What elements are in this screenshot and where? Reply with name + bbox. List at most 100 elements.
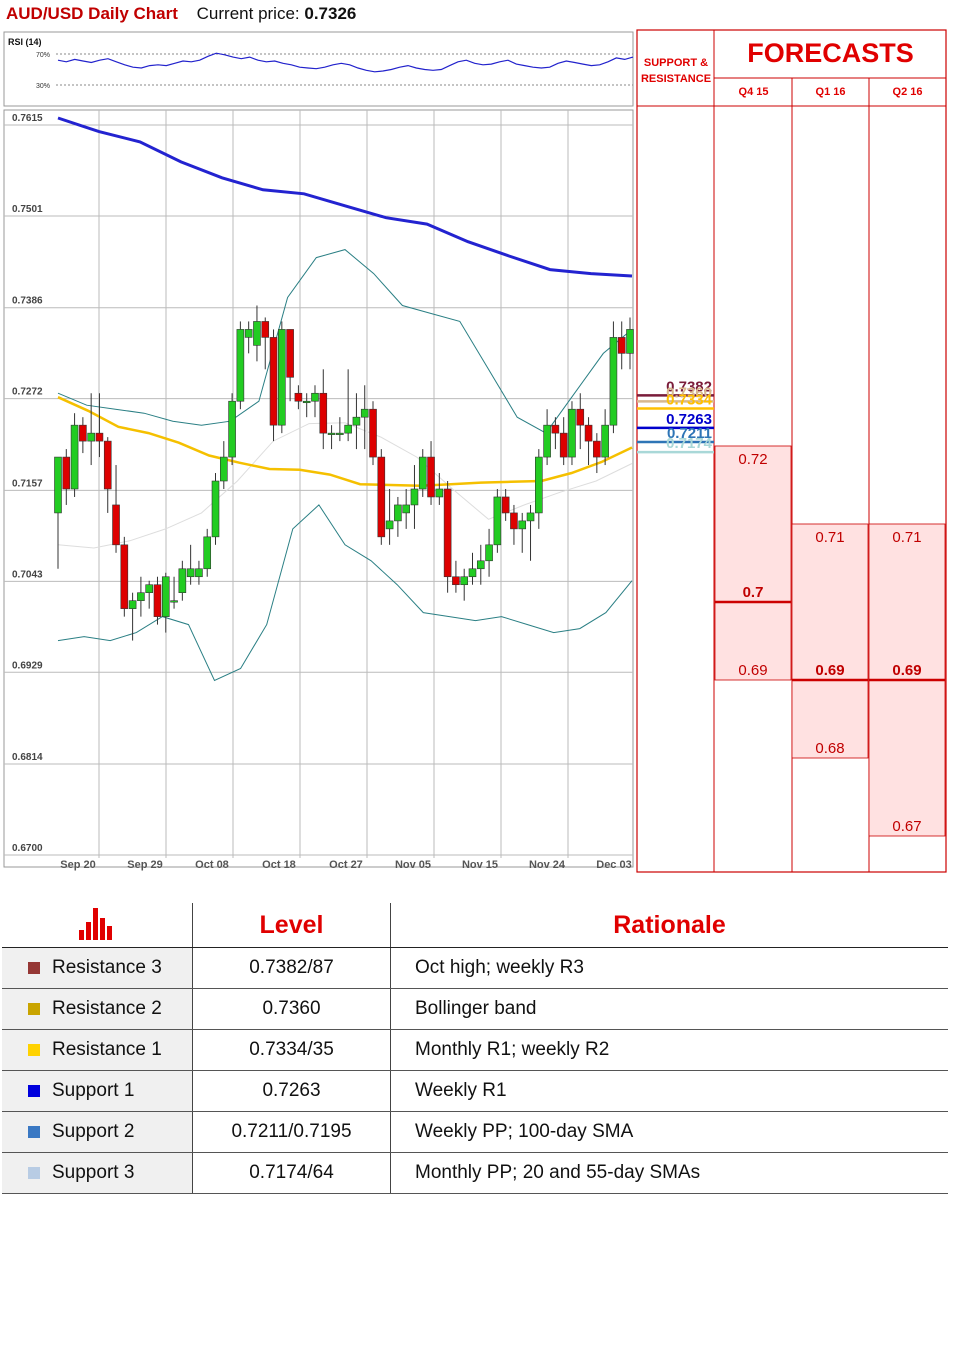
row-level: 0.7174/64 <box>192 1152 391 1194</box>
row-rationale: Weekly R1 <box>390 1070 948 1112</box>
forecast-low-value: 0.68 <box>815 740 844 757</box>
resistance-2-swatch <box>28 1002 40 1015</box>
row-rationale: Weekly PP; 100-day SMA <box>390 1111 948 1153</box>
quarter-header-q2-16: Q2 16 <box>892 86 923 98</box>
candle-body <box>244 329 253 338</box>
forecast-high-value: 0.72 <box>738 451 767 468</box>
candle-body <box>427 456 435 498</box>
candle-body <box>344 424 352 434</box>
candle-body <box>476 560 485 570</box>
candle-body <box>327 432 336 435</box>
sr-title-line-1: SUPPORT & <box>643 57 709 69</box>
price-value: 0.7326 <box>304 4 357 23</box>
candle-body <box>402 504 410 514</box>
y-tick-label: 0.6929 <box>12 660 43 671</box>
quarter-header-q4-15: Q4 15 <box>738 86 769 98</box>
candle-body <box>559 432 568 458</box>
y-tick-label: 0.7615 <box>12 113 43 124</box>
candle-body <box>62 456 71 490</box>
forecast-median-value: 0.69 <box>815 662 844 679</box>
candle-body <box>120 544 129 609</box>
candle-body <box>360 408 369 418</box>
bollinger-lower-line <box>57 504 633 682</box>
row-name: Resistance 1 <box>52 1039 162 1060</box>
candle-body <box>410 488 419 506</box>
sr-level-label: 0.7334 <box>666 391 713 408</box>
table-row: Support 2 0.7211/0.7195 Weekly PP; 100-d… <box>2 1111 948 1153</box>
x-tick-label: Dec 03 <box>596 859 631 871</box>
candle-body <box>128 600 137 609</box>
candle-body <box>54 456 62 514</box>
candle-body <box>435 488 444 498</box>
table-row: Resistance 3 0.7382/87 Oct high; weekly … <box>2 947 948 989</box>
candle-body <box>112 504 120 546</box>
candle-body <box>485 544 493 562</box>
x-tick-label: Nov 24 <box>529 859 566 871</box>
forecast-high-value: 0.71 <box>892 529 921 546</box>
row-name: Resistance 2 <box>52 998 162 1019</box>
chart-svg: RSI (14) 70% 30% 0.7615 0.7501 0.7386 0.7272 0.… <box>3 29 947 873</box>
row-rationale: Bollinger band <box>390 988 948 1030</box>
candle-body <box>452 576 460 586</box>
candle-body <box>228 400 236 458</box>
rsi-panel <box>3 31 634 107</box>
candle-body <box>626 329 634 354</box>
x-tick-label: Nov 15 <box>462 859 498 871</box>
sma200-line <box>57 116 633 278</box>
candle-body <box>510 512 518 530</box>
row-name: Resistance 3 <box>52 957 162 978</box>
candle-body <box>377 456 386 538</box>
candle-body <box>568 408 576 458</box>
support-3-swatch <box>28 1166 40 1179</box>
y-tick-label: 0.7501 <box>12 204 43 215</box>
support-1-swatch <box>28 1084 40 1097</box>
table-row: Resistance 1 0.7334/35 Monthly R1; weekl… <box>2 1029 948 1071</box>
level-column-header: Level <box>259 910 324 939</box>
candle-body <box>535 456 543 514</box>
candle-body <box>253 321 261 346</box>
row-level: 0.7334/35 <box>192 1029 391 1071</box>
rsi-30-label: 30% <box>36 83 50 90</box>
resistance-1-swatch <box>28 1043 40 1056</box>
row-level: 0.7382/87 <box>192 947 391 989</box>
candle-body <box>601 424 609 458</box>
forecasts-title: FORECASTS <box>747 38 914 68</box>
candle-body <box>161 576 170 617</box>
x-tick-label: Oct 08 <box>195 859 229 871</box>
candle-body <box>261 321 270 338</box>
candle-body <box>593 440 601 458</box>
y-tick-label: 0.6700 <box>12 843 43 854</box>
rationale-column-header: Rationale <box>613 910 726 939</box>
x-tick-label: Sep 20 <box>60 859 95 871</box>
candle-body <box>576 408 585 426</box>
candle-body <box>87 432 95 442</box>
y-tick-label: 0.6814 <box>12 752 43 763</box>
candle-body <box>137 592 145 601</box>
bar-chart-icon <box>2 903 193 948</box>
row-level: 0.7211/0.7195 <box>192 1111 391 1153</box>
candle-body <box>145 584 153 593</box>
candle-body <box>526 512 535 522</box>
levels-table-header: Level Rationale <box>2 903 948 948</box>
row-name: Support 1 <box>52 1080 135 1101</box>
candle-body <box>70 424 79 490</box>
support-2-swatch <box>28 1125 40 1138</box>
row-name: Support 3 <box>52 1162 135 1183</box>
candle-body <box>79 424 87 442</box>
sr-level-label: 0.7360 <box>666 384 712 401</box>
forecast-low-value: 0.67 <box>892 818 921 835</box>
forecast-range-box <box>791 523 869 759</box>
row-rationale: Monthly R1; weekly R2 <box>390 1029 948 1071</box>
candle-body <box>211 480 220 538</box>
candle-body <box>501 496 510 514</box>
candle-body <box>319 392 328 434</box>
y-tick-label: 0.7272 <box>12 387 43 398</box>
sr-level-label: 0.7211 <box>667 425 712 442</box>
rsi-70-label: 70% <box>36 52 50 59</box>
candle-body <box>418 456 427 490</box>
row-name: Support 2 <box>52 1121 135 1142</box>
candle-body <box>195 568 203 578</box>
chart-header: AUD/USD Daily Chart Current price: 0.732… <box>6 4 356 24</box>
candle-body <box>219 456 228 482</box>
sr-level-label: 0.7174 <box>666 435 713 452</box>
